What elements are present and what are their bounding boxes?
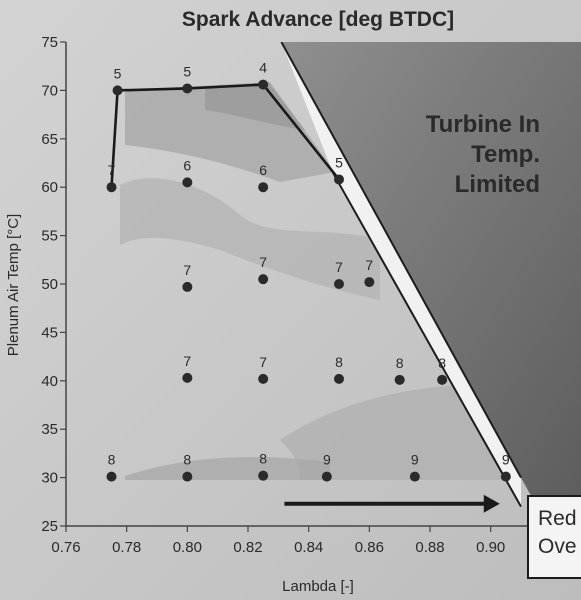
data-point — [394, 374, 405, 385]
y-tick-label: 45 — [41, 324, 58, 341]
data-point — [409, 471, 420, 482]
point-label: 7 — [108, 162, 116, 178]
annotation-reduced-overboost: Red — [538, 507, 577, 530]
point-label: 8 — [438, 355, 446, 371]
point-label: 7 — [335, 259, 343, 275]
y-tick-label: 70 — [41, 82, 58, 99]
data-point — [258, 79, 269, 90]
point-label: 7 — [365, 257, 373, 273]
x-tick-label: 0.78 — [112, 539, 141, 556]
arrow-head — [483, 494, 500, 513]
data-point — [334, 373, 344, 384]
point-label: 7 — [259, 354, 267, 370]
data-point — [334, 279, 344, 289]
turbine-limited-region — [281, 42, 581, 526]
x-axis-label: Lambda [-] — [282, 578, 354, 595]
data-point — [258, 182, 269, 193]
point-label: 8 — [335, 354, 343, 370]
data-point — [182, 471, 193, 482]
data-point — [106, 471, 117, 482]
plot-area: 7 5 5 4 6 6 5 7 7 7 7 7 7 8 8 8 8 8 8 9 9 9 — [106, 42, 581, 526]
contour-band — [120, 178, 380, 300]
point-label: 8 — [108, 452, 116, 468]
data-point — [258, 373, 269, 384]
point-label: 8 — [396, 355, 404, 371]
y-tick-label: 55 — [41, 228, 58, 245]
point-label: 5 — [183, 63, 191, 79]
data-point — [258, 470, 269, 481]
y-tick-label: 60 — [41, 179, 58, 196]
contour-band — [280, 384, 520, 480]
x-tick-label: 0.80 — [173, 539, 202, 556]
x-tick-label: 0.90 — [476, 539, 505, 556]
data-point — [106, 182, 117, 193]
data-point — [334, 174, 344, 185]
point-label: 7 — [183, 353, 191, 369]
point-label: 7 — [259, 254, 267, 270]
point-label: 8 — [183, 452, 191, 468]
point-label: 6 — [259, 162, 267, 178]
data-point — [112, 85, 123, 96]
chart-title: Spark Advance [deg BTDC] — [182, 8, 454, 31]
point-label: 5 — [335, 154, 343, 170]
y-tick-label: 30 — [41, 470, 58, 487]
data-point — [182, 177, 193, 188]
x-tick-label: 0.84 — [294, 539, 323, 556]
annotation-reduced-overboost: Ove — [538, 535, 577, 558]
data-point — [321, 471, 332, 482]
x-tick-label: 0.86 — [355, 539, 384, 556]
point-label: 4 — [259, 60, 267, 76]
data-point — [364, 277, 375, 288]
data-point — [258, 274, 269, 285]
data-point — [182, 281, 193, 292]
data-point — [500, 471, 511, 482]
y-tick-label: 75 — [41, 34, 58, 51]
point-label: 9 — [411, 452, 419, 468]
point-label: 8 — [259, 451, 267, 467]
y-tick-label: 25 — [41, 518, 58, 535]
limit-line — [280, 42, 522, 479]
contour-band — [205, 82, 305, 130]
y-axis-label: Plenum Air Temp [°C] — [5, 214, 22, 356]
point-label: 6 — [183, 157, 191, 173]
point-label: 9 — [323, 452, 331, 468]
annotation-turbine-limited: Temp. — [471, 141, 540, 168]
data-point — [437, 374, 448, 385]
contour-band — [125, 456, 330, 480]
point-label: 5 — [114, 65, 122, 81]
point-label: 7 — [183, 262, 191, 278]
y-tick-label: 35 — [41, 421, 58, 438]
y-tick-label: 40 — [41, 373, 58, 390]
data-point — [182, 83, 193, 94]
annotation-box — [527, 495, 581, 579]
x-tick-label: 0.76 — [51, 539, 80, 556]
limit-line — [332, 172, 522, 508]
point-label: 9 — [502, 452, 510, 468]
limit-band — [281, 42, 521, 507]
data-point — [182, 372, 193, 383]
x-tick-label: 0.88 — [415, 539, 444, 556]
y-tick-label: 50 — [41, 276, 58, 293]
annotation-turbine-limited: Turbine In — [426, 111, 540, 138]
annotation-turbine-limited: Limited — [455, 171, 540, 198]
y-tick-label: 65 — [41, 131, 58, 148]
x-tick-label: 0.82 — [233, 539, 262, 556]
